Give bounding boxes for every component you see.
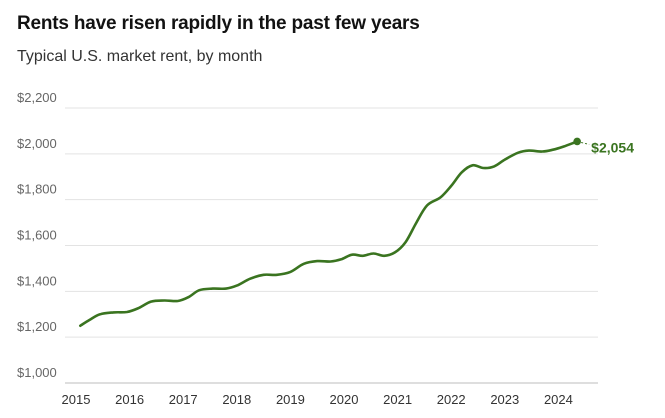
series-layer: $2,054: [79, 137, 634, 327]
x-tick-label: 2019: [276, 392, 305, 407]
y-tick-label: $1,600: [17, 228, 57, 243]
end-value-label: $2,054: [591, 139, 634, 155]
chart-title: Rents have risen rapidly in the past few…: [17, 13, 420, 34]
end-leader: [581, 141, 590, 145]
x-tick-label: 2024: [544, 392, 573, 407]
x-tick-label: 2022: [437, 392, 466, 407]
x-tick-label: 2021: [383, 392, 412, 407]
y-tick-label: $2,200: [17, 90, 57, 105]
series-line: [79, 140, 579, 327]
y-tick-label: $1,000: [17, 365, 57, 380]
x-tick-label: 2015: [62, 392, 91, 407]
gridlines: [65, 107, 598, 384]
y-tick-label: $2,000: [17, 136, 57, 151]
end-point-marker: [573, 137, 581, 146]
y-tick-label: $1,200: [17, 319, 57, 334]
x-axis-ticks: 2015 2016 2017 2018 2019 2020 2021 2022 2023 2024: [62, 392, 573, 407]
x-tick-label: 2016: [115, 392, 144, 407]
y-tick-label: $1,800: [17, 182, 57, 197]
y-tick-label: $1,400: [17, 273, 57, 288]
x-tick-label: 2020: [330, 392, 359, 407]
x-tick-label: 2018: [222, 392, 251, 407]
chart-subtitle: Typical U.S. market rent, by month: [17, 48, 263, 65]
x-tick-label: 2017: [169, 392, 198, 407]
y-axis-ticks: $2,200 $2,000 $1,800 $1,600 $1,400 $1,200 $1,0…: [17, 90, 57, 380]
x-tick-label: 2023: [490, 392, 519, 407]
